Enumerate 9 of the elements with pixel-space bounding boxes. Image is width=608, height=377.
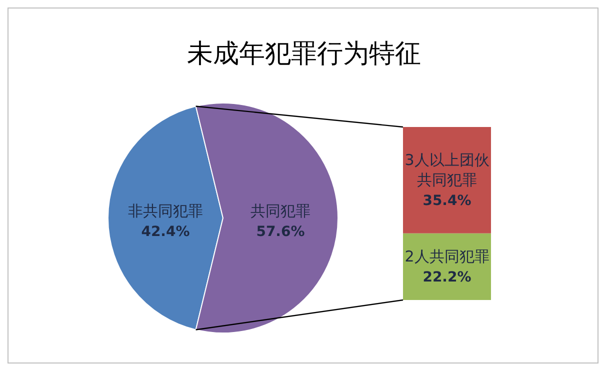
data-label: 42.4% [141, 224, 190, 240]
chart-title: 未成年犯罪行为特征 [187, 39, 421, 69]
data-label: 57.6% [256, 224, 305, 240]
data-label: 22.2% [422, 270, 472, 286]
series-label: 3人以上团伙共同犯罪 [404, 151, 490, 190]
slice-label: 共同犯罪 [250, 202, 310, 220]
data-label: 35.4% [422, 193, 472, 210]
series-label: 2人共同犯罪 [404, 248, 490, 266]
slice-label: 非共同犯罪 [128, 202, 203, 220]
